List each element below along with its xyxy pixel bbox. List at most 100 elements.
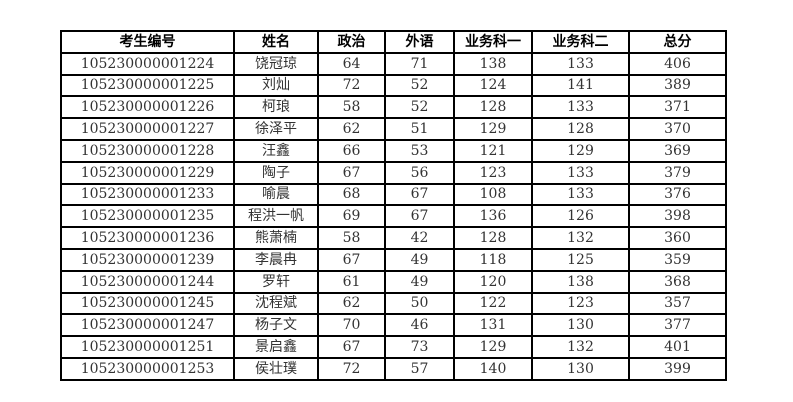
name-cell: 熊萧楠 [233,226,319,250]
name-cell: 罗轩 [233,269,319,294]
table-row: 105230000001226 柯琅 58 52 128 133 371 [60,95,727,120]
politics-cell: 69 [317,204,386,229]
subject-two-cell: 133 [531,160,630,185]
table-row: 105230000001247 杨子文 70 46 131 130 377 [60,313,727,338]
header-candidate-id: 考生编号 [60,30,235,54]
subject-two-cell: 138 [531,269,630,294]
subject-two-cell: 123 [531,291,630,316]
table-row: 105230000001224 饶冠琼 64 71 138 133 406 [60,51,727,76]
subject-one-cell: 118 [453,247,533,272]
politics-cell: 70 [317,313,386,338]
table-row: 105230000001225 刘灿 72 52 124 141 389 [60,73,727,98]
name-cell: 沈程斌 [233,291,319,316]
total-cell: 401 [628,335,727,359]
subject-one-cell: 123 [453,160,533,185]
subject-one-cell: 124 [453,73,533,98]
subject-two-cell: 128 [531,117,630,141]
subject-one-cell: 120 [453,269,533,294]
foreign-language-cell: 56 [384,160,455,185]
politics-cell: 67 [317,247,386,272]
total-cell: 357 [628,291,727,316]
subject-one-cell: 131 [453,313,533,338]
candidate-id-cell: 105230000001239 [60,247,235,272]
candidate-id-cell: 105230000001224 [60,51,235,76]
total-cell: 389 [628,73,727,98]
foreign-language-cell: 49 [384,269,455,294]
foreign-language-cell: 51 [384,117,455,141]
subject-two-cell: 125 [531,247,630,272]
politics-cell: 66 [317,138,386,163]
subject-two-cell: 130 [531,356,630,381]
name-cell: 饶冠琼 [233,51,319,76]
foreign-language-cell: 50 [384,291,455,316]
foreign-language-cell: 46 [384,313,455,338]
table-row: 105230000001253 侯壮璞 72 57 140 130 399 [60,356,727,381]
total-cell: 377 [628,313,727,338]
foreign-language-cell: 67 [384,182,455,207]
politics-cell: 72 [317,356,386,381]
politics-cell: 58 [317,226,386,250]
total-cell: 370 [628,117,727,141]
subject-one-cell: 129 [453,117,533,141]
total-cell: 406 [628,51,727,76]
name-cell: 侯壮璞 [233,356,319,381]
candidate-id-cell: 105230000001233 [60,182,235,207]
name-cell: 杨子文 [233,313,319,338]
politics-cell: 68 [317,182,386,207]
total-cell: 359 [628,247,727,272]
total-cell: 371 [628,95,727,120]
name-cell: 喻晨 [233,182,319,207]
total-cell: 369 [628,138,727,163]
candidate-id-cell: 105230000001251 [60,335,235,359]
foreign-language-cell: 53 [384,138,455,163]
politics-cell: 64 [317,51,386,76]
politics-cell: 62 [317,291,386,316]
score-table: 考生编号 姓名 政治 外语 业务科一 业务科二 总分 105230000001224 饶冠琼 6… [60,30,727,381]
subject-two-cell: 133 [531,95,630,120]
total-cell: 376 [628,182,727,207]
candidate-id-cell: 105230000001247 [60,313,235,338]
foreign-language-cell: 57 [384,356,455,381]
politics-cell: 67 [317,160,386,185]
subject-one-cell: 140 [453,356,533,381]
name-cell: 汪鑫 [233,138,319,163]
name-cell: 徐泽平 [233,117,319,141]
foreign-language-cell: 49 [384,247,455,272]
candidate-id-cell: 105230000001235 [60,204,235,229]
candidate-id-cell: 105230000001253 [60,356,235,381]
total-cell: 399 [628,356,727,381]
candidate-id-cell: 105230000001244 [60,269,235,294]
subject-two-cell: 132 [531,226,630,250]
foreign-language-cell: 71 [384,51,455,76]
subject-two-cell: 130 [531,313,630,338]
header-row: 考生编号 姓名 政治 外语 业务科一 业务科二 总分 [60,30,727,54]
table-row: 105230000001245 沈程斌 62 50 122 123 357 [60,291,727,316]
name-cell: 景启鑫 [233,335,319,359]
subject-one-cell: 121 [453,138,533,163]
header-subject-one: 业务科一 [453,30,533,54]
name-cell: 李晨冉 [233,247,319,272]
table-row: 105230000001251 景启鑫 67 73 129 132 401 [60,335,727,359]
candidate-id-cell: 105230000001229 [60,160,235,185]
table-row: 105230000001239 李晨冉 67 49 118 125 359 [60,247,727,272]
table-row: 105230000001229 陶子 67 56 123 133 379 [60,160,727,185]
subject-two-cell: 129 [531,138,630,163]
politics-cell: 67 [317,335,386,359]
subject-one-cell: 129 [453,335,533,359]
subject-one-cell: 128 [453,226,533,250]
subject-one-cell: 128 [453,95,533,120]
name-cell: 陶子 [233,160,319,185]
subject-two-cell: 141 [531,73,630,98]
candidate-id-cell: 105230000001227 [60,117,235,141]
foreign-language-cell: 52 [384,73,455,98]
header-politics: 政治 [317,30,386,54]
foreign-language-cell: 73 [384,335,455,359]
total-cell: 360 [628,226,727,250]
subject-two-cell: 126 [531,204,630,229]
politics-cell: 58 [317,95,386,120]
table-row: 105230000001227 徐泽平 62 51 129 128 370 [60,117,727,141]
name-cell: 柯琅 [233,95,319,120]
politics-cell: 72 [317,73,386,98]
table-row: 105230000001244 罗轩 61 49 120 138 368 [60,269,727,294]
table-row: 105230000001235 程洪一帆 69 67 136 126 398 [60,204,727,229]
